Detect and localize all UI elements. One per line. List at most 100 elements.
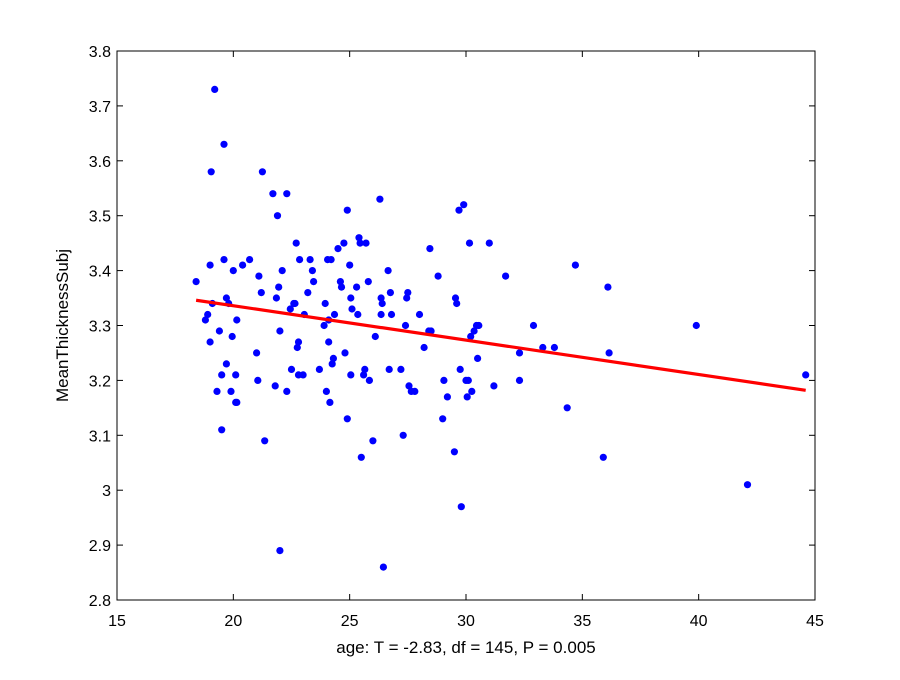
data-point	[420, 343, 428, 352]
data-point	[269, 190, 277, 198]
data-point	[222, 360, 230, 368]
data-point	[550, 343, 559, 352]
data-point	[403, 294, 411, 302]
data-point	[399, 431, 407, 439]
data-point	[310, 278, 318, 286]
data-point	[539, 343, 547, 352]
data-point	[304, 289, 312, 297]
data-point	[239, 261, 247, 269]
data-point	[213, 387, 221, 395]
data-point	[802, 371, 810, 379]
data-point	[348, 305, 356, 313]
data-point	[474, 354, 482, 362]
y-tick-label: 3.8	[89, 44, 111, 61]
data-point	[397, 365, 405, 373]
data-point	[258, 168, 266, 176]
data-point	[692, 321, 700, 330]
data-point	[257, 289, 265, 297]
data-point	[346, 261, 354, 269]
data-point	[229, 267, 237, 275]
data-point	[360, 371, 368, 379]
data-point	[490, 382, 498, 390]
data-point	[464, 376, 472, 384]
data-point	[571, 261, 580, 269]
data-point	[369, 437, 377, 445]
data-point	[341, 349, 349, 357]
data-point	[218, 371, 226, 379]
data-point	[354, 310, 362, 319]
data-point	[364, 278, 372, 286]
data-point	[192, 278, 200, 286]
data-point	[343, 206, 351, 214]
data-point	[336, 278, 344, 286]
data-point	[434, 272, 442, 280]
data-points	[192, 85, 810, 571]
data-point	[404, 289, 412, 297]
data-point	[485, 239, 493, 247]
data-point	[440, 376, 448, 384]
data-point	[254, 376, 262, 384]
data-point	[451, 294, 460, 302]
data-point	[362, 239, 370, 247]
data-point	[384, 267, 392, 275]
data-point	[329, 354, 337, 362]
x-tick-label: 30	[457, 613, 475, 630]
data-point	[743, 481, 752, 489]
data-point	[343, 415, 351, 423]
data-point	[328, 360, 336, 368]
fit-line-group	[195, 298, 806, 392]
data-point	[453, 299, 461, 308]
data-point	[467, 332, 475, 341]
data-point	[326, 398, 334, 406]
data-point	[294, 338, 303, 346]
x-tick-label: 40	[690, 613, 708, 630]
data-point	[443, 393, 451, 401]
y-tick-label: 3.2	[89, 373, 111, 390]
data-point	[275, 283, 283, 291]
data-point	[228, 332, 236, 341]
data-point	[321, 299, 329, 308]
data-point	[529, 321, 538, 330]
x-tick-label: 35	[573, 613, 591, 630]
data-point	[415, 310, 424, 319]
data-point	[206, 261, 214, 269]
y-tick-label: 3.1	[89, 428, 111, 445]
data-point	[502, 272, 510, 280]
data-point	[233, 398, 241, 406]
data-point	[515, 376, 524, 384]
data-point	[283, 387, 291, 395]
data-point	[211, 85, 219, 93]
y-axis-label: MeanThicknessSubj	[53, 249, 72, 402]
data-point	[334, 245, 342, 253]
data-point	[271, 382, 279, 390]
data-point	[315, 365, 323, 373]
y-axis-ticks: 2.8 2.9 3 3.1 3.2 3.3 3.4 3.5 3.6 3.7 3.8	[89, 44, 815, 610]
y-tick-label: 3.6	[89, 154, 111, 171]
data-point	[306, 256, 314, 264]
data-point	[371, 332, 379, 341]
data-point	[327, 256, 335, 264]
axes-background	[117, 51, 815, 600]
data-point	[232, 371, 240, 379]
data-point	[292, 239, 300, 247]
y-tick-label: 3.7	[89, 99, 111, 116]
y-tick-label: 2.9	[89, 538, 111, 555]
data-point	[322, 387, 330, 395]
data-point	[599, 453, 607, 461]
data-point	[376, 195, 384, 203]
data-point	[377, 310, 385, 319]
data-point	[460, 201, 468, 209]
y-tick-label: 2.8	[89, 593, 111, 610]
data-point	[361, 365, 369, 373]
data-point	[456, 365, 464, 373]
data-point	[450, 448, 458, 456]
data-point	[475, 321, 483, 330]
data-point	[377, 294, 385, 302]
data-point	[278, 267, 286, 275]
x-tick-label: 45	[806, 613, 824, 630]
data-point	[457, 503, 465, 511]
data-point	[386, 289, 394, 297]
data-point	[365, 376, 373, 384]
data-point	[286, 305, 294, 313]
